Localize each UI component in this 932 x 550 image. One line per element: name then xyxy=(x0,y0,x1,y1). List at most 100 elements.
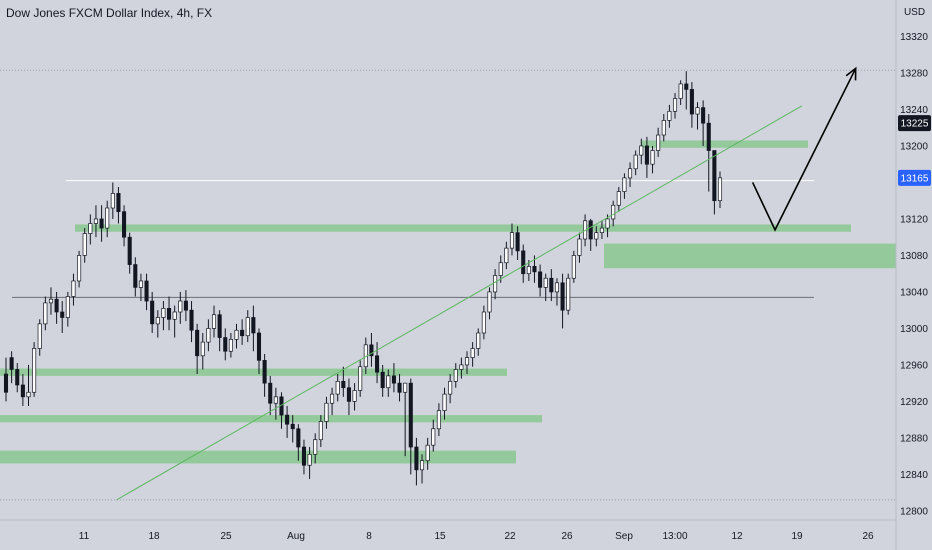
candle-body xyxy=(459,364,464,370)
candle-body xyxy=(498,262,503,276)
candle-body xyxy=(77,255,82,282)
badge-label: 13165 xyxy=(901,173,929,184)
candle-body xyxy=(549,277,554,293)
candle-body xyxy=(661,120,666,136)
candle-body xyxy=(285,414,290,425)
candle-body xyxy=(240,329,245,337)
candle-body xyxy=(678,83,683,99)
candle-body xyxy=(71,280,76,297)
candle-body xyxy=(543,277,548,288)
x-tick-label: 22 xyxy=(504,531,516,542)
candle-body xyxy=(335,380,340,395)
price-badges: 13225 13165 xyxy=(898,115,931,186)
candle-body xyxy=(605,218,610,229)
candle-body xyxy=(105,207,110,229)
candle-body xyxy=(346,387,351,402)
projection-path xyxy=(751,68,857,232)
candle-body xyxy=(577,238,582,256)
candle-body xyxy=(200,341,205,357)
candle-body xyxy=(380,371,385,389)
candle-body xyxy=(88,223,93,234)
candle-body xyxy=(256,332,262,361)
candle-body xyxy=(144,280,149,302)
candle-body xyxy=(684,83,689,90)
candle-body xyxy=(161,308,166,318)
candle-body xyxy=(554,282,559,293)
zones xyxy=(0,140,896,464)
candle-body xyxy=(178,300,183,313)
candle-body xyxy=(493,275,498,293)
candle-body xyxy=(717,177,723,202)
candle-body xyxy=(391,375,396,384)
candle-body xyxy=(397,382,402,393)
candles xyxy=(3,71,723,486)
candle-body xyxy=(324,402,329,422)
candle-body xyxy=(644,145,649,165)
x-tick-label: 18 xyxy=(148,531,160,542)
candle-body xyxy=(99,218,104,229)
x-tick-label: 8 xyxy=(366,531,372,542)
badge-background xyxy=(898,115,931,132)
candle-body xyxy=(667,110,672,121)
projection-arrowhead xyxy=(845,66,857,81)
time-axis[interactable]: 11 18 25 Aug 8 15 22 26 Sep 13:00 12 19 26 xyxy=(79,531,874,542)
candle-body xyxy=(127,236,132,265)
candle-body xyxy=(290,423,295,430)
x-tick-label: Aug xyxy=(287,531,305,542)
candle-body xyxy=(594,232,599,240)
candle-body xyxy=(183,300,188,311)
candle-body xyxy=(650,150,655,165)
current-price-badge: 13165 xyxy=(898,169,931,186)
candle-body xyxy=(639,145,644,156)
candle-body xyxy=(538,271,543,288)
candle-body xyxy=(403,382,408,393)
badge-label: 13225 xyxy=(901,119,929,130)
y-tick-label: 13200 xyxy=(900,141,928,152)
y-tick-label: 13320 xyxy=(900,32,928,43)
zone xyxy=(75,224,851,232)
y-tick-label: 12920 xyxy=(900,397,928,408)
candle-body xyxy=(532,266,537,273)
candle-body xyxy=(375,355,380,373)
y-tick-label: 12880 xyxy=(900,433,928,444)
currency-label: USD xyxy=(903,7,926,18)
candle-body xyxy=(341,380,346,389)
candle-body xyxy=(262,360,267,384)
candle-body xyxy=(611,204,616,220)
candle-body xyxy=(138,280,143,288)
y-tick-label: 12840 xyxy=(900,470,928,481)
candle-body xyxy=(48,298,54,304)
y-tick-label: 12800 xyxy=(900,506,928,517)
x-tick-label: 15 xyxy=(434,531,446,542)
candle-body xyxy=(330,393,335,404)
candle-body xyxy=(481,311,486,334)
x-tick-label: 11 xyxy=(79,531,90,542)
zone xyxy=(0,368,507,376)
candle-body xyxy=(414,446,419,471)
candle-body xyxy=(313,439,318,455)
candle-body xyxy=(599,227,604,233)
candle-body xyxy=(628,168,633,179)
candle-body xyxy=(352,390,357,402)
candle-body xyxy=(706,122,711,151)
x-tick-label: 12 xyxy=(731,531,743,542)
candle-body xyxy=(588,220,593,240)
candle-body xyxy=(122,211,127,238)
badge-background xyxy=(898,169,931,186)
candle-body xyxy=(195,329,200,357)
candle-body xyxy=(234,329,239,340)
x-tick-label: 26 xyxy=(862,531,874,542)
candle-body xyxy=(566,277,571,311)
zone xyxy=(0,450,516,464)
zone xyxy=(604,243,896,269)
candle-body xyxy=(425,444,430,462)
candle-body xyxy=(217,314,222,338)
candle-body xyxy=(223,337,228,352)
price-axis[interactable]: 13320 13280 13240 13200 13120 13080 13040 13000… xyxy=(900,32,928,517)
candle-body xyxy=(9,357,14,370)
candle-body xyxy=(20,384,25,398)
candle-body xyxy=(689,89,694,115)
candle-body xyxy=(228,339,233,352)
